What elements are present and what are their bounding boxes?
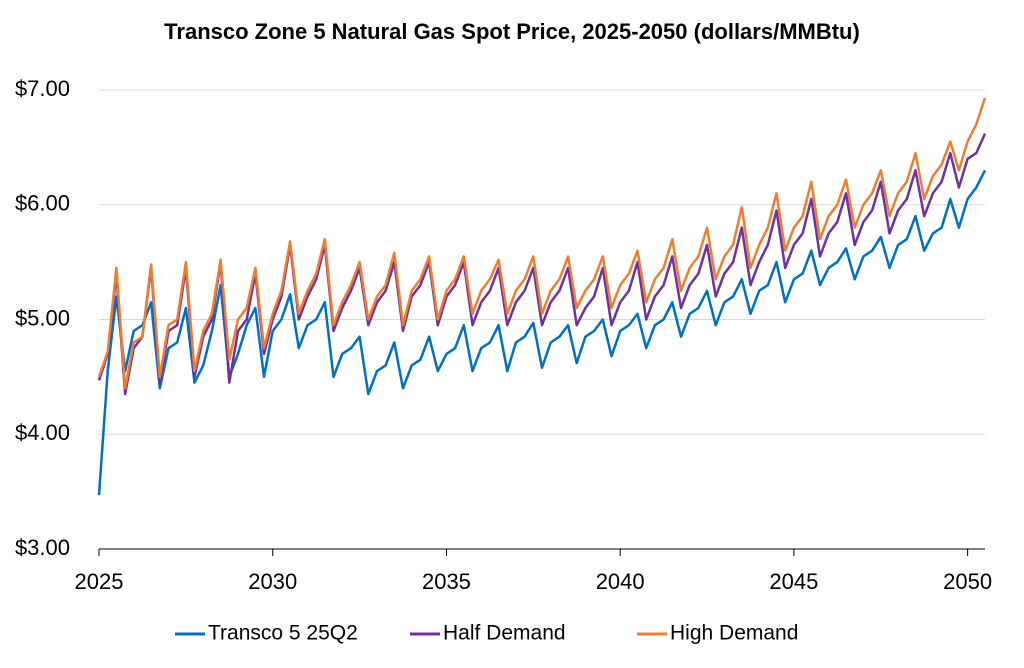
x-tick-label: 2045 — [769, 569, 818, 594]
y-tick-label: $3.00 — [15, 535, 70, 560]
y-tick-label: $6.00 — [15, 191, 70, 216]
chart-title: Transco Zone 5 Natural Gas Spot Price, 2… — [164, 19, 860, 44]
y-tick-label: $7.00 — [15, 76, 70, 101]
series-line — [97, 133, 987, 396]
legend-label: Transco 5 25Q2 — [208, 622, 358, 645]
series-line — [97, 169, 987, 496]
legend-label: High Demand — [670, 622, 798, 645]
legend-label: Half Demand — [443, 622, 566, 645]
y-tick-label: $4.00 — [15, 420, 70, 445]
y-tick-label: $5.00 — [15, 305, 70, 330]
x-tick-label: 2050 — [943, 569, 992, 594]
series-line — [97, 97, 987, 390]
x-tick-label: 2035 — [422, 569, 471, 594]
x-tick-label: 2040 — [596, 569, 645, 594]
x-tick-label: 2025 — [75, 569, 124, 594]
x-tick-label: 2030 — [248, 569, 297, 594]
